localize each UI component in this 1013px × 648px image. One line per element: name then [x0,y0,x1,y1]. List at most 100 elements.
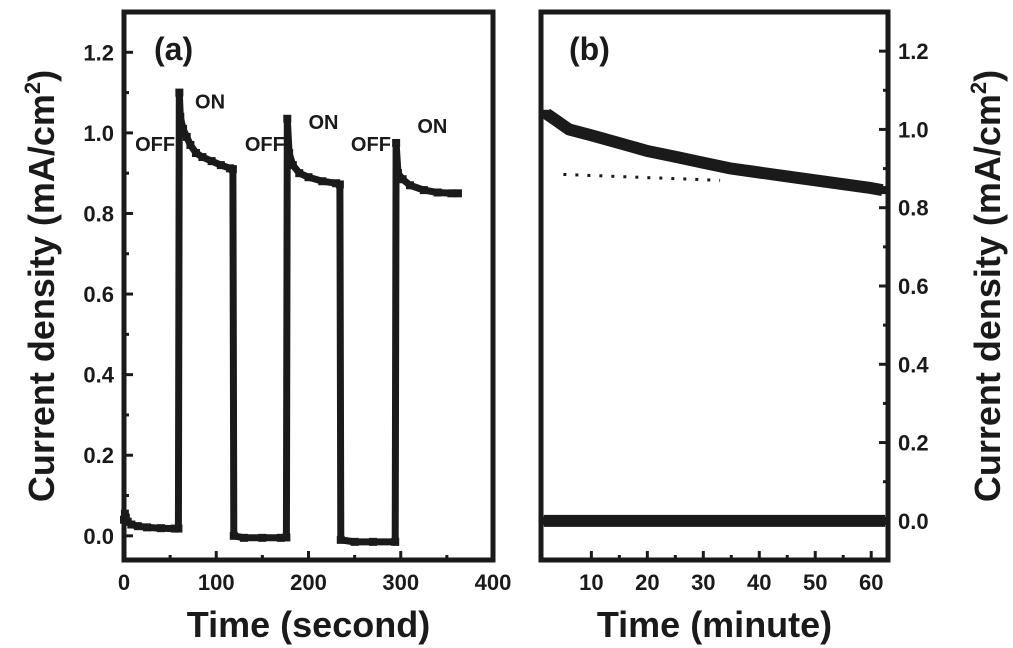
data-point [433,188,442,197]
data-point [878,186,887,195]
annotation-off: OFF [245,134,285,156]
y-axis-title-close: ) [21,70,62,82]
annotation-off: OFF [351,134,391,156]
data-point [867,184,876,193]
y-axis-title: Current density (mA/cm2) [20,70,62,502]
data-point [276,533,285,542]
data-point [839,180,848,189]
data-point [258,533,267,542]
data-point [198,153,207,162]
data-point [120,509,129,518]
y-axis-title-superscript: 2 [20,82,45,94]
data-point [127,520,136,529]
data-point [564,125,573,134]
annotation-on: ON [417,116,447,138]
data-point [156,524,165,533]
data-point [881,516,890,525]
data-point [727,164,736,173]
data-point [350,537,359,546]
data-point [318,177,327,186]
data-point [447,189,456,198]
annotation-on: ON [195,92,225,114]
x-tick-label: 20 [635,570,659,595]
data-point [542,109,551,118]
data-point [419,186,428,195]
panel-b: 10 20 30 40 50 60 0.0 0.2 0.4 0.6 0.8 1.0 1.2 Time (m… [538,9,1008,645]
data-point [405,181,414,190]
data-point [121,513,130,522]
data-point [393,169,402,178]
data-point [811,176,820,185]
y-tick-label: 0.0 [898,509,929,534]
data-point [391,537,400,546]
data-point [176,112,185,121]
data-point [335,180,344,189]
annotation-on: ON [309,112,339,134]
y-tick-label: 1.2 [898,39,929,64]
data-point [671,152,680,161]
y-tick-label: 0.0 [83,524,114,549]
x-tick-label: 100 [198,570,235,595]
panel-a: 0 100 200 300 400 0.0 0.2 0.4 0.6 0.8 1.0 1.2 Time (… [20,9,512,645]
data-point [295,169,304,178]
panel-label: (b) [569,31,610,67]
data-point [179,124,188,133]
data-point [207,157,216,166]
y-axis-title-main: Current density (mA/cm [967,94,1008,502]
panel-label: (a) [154,31,193,67]
data-point [282,533,291,542]
y-tick-label: 0.4 [83,363,114,388]
x-tick-label: 10 [579,570,603,595]
data-point [369,537,378,546]
y-axis-title-close: ) [967,70,1008,82]
data-point [539,516,548,525]
x-tick-label: 300 [382,570,419,595]
y-tick-label: 1.0 [83,121,114,146]
data-point [615,139,624,148]
x-tick-label: 400 [475,570,512,595]
data-point [191,149,200,158]
data-point [229,531,238,540]
y-axis-title-superscript: 2 [966,82,991,94]
data-point [143,523,152,532]
annotation-off: OFF [135,134,175,156]
data-point [133,522,142,531]
data-point [283,114,292,123]
data-point [175,88,184,97]
x-tick-label: 60 [859,570,883,595]
data-point [643,146,652,155]
y-tick-label: 0.6 [83,282,114,307]
data-point [228,165,237,174]
data-point [699,158,708,167]
y-tick-label: 0.8 [898,196,929,221]
data-point [216,161,225,170]
data-point [285,149,294,158]
y-tick-label: 1.0 [898,117,929,142]
data-point [755,168,764,177]
y-tick-label: 0.6 [898,274,929,299]
data-point [783,172,792,181]
reference-line [563,172,721,182]
x-tick-label: 200 [290,570,327,595]
data-point [336,535,345,544]
data-point [182,132,191,141]
y-tick-label: 0.2 [898,431,929,456]
y-tick-label: 0.2 [83,443,114,468]
data-point [288,161,297,170]
data-point [174,524,183,533]
data-point [398,175,407,184]
data-point [453,189,462,198]
x-axis-title: Time (minute) [597,604,832,645]
series-line-0 [120,89,458,546]
data-point [553,117,562,126]
data-point [186,140,195,149]
data-point [239,533,248,542]
y-axis-title-main: Current density (mA/cm [21,94,62,502]
plot-frame [538,9,891,563]
x-axis-title: Time (second) [187,604,430,645]
data-point [304,173,313,182]
y-tick-label: 0.4 [898,352,929,377]
data-point [587,131,596,140]
x-tick-label: 30 [691,570,715,595]
